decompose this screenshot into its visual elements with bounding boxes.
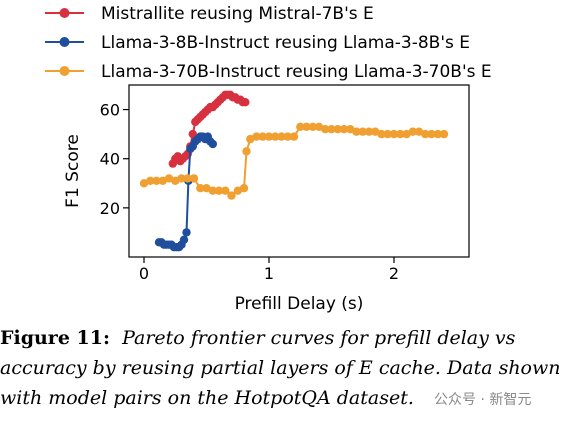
series-3-point	[208, 186, 217, 195]
caption-label: Figure 11:	[0, 327, 110, 349]
y-tick-label: 20	[100, 199, 120, 218]
series-3-point	[402, 129, 411, 139]
y-axis-label: F1 Score	[63, 134, 83, 208]
series-2-point	[208, 139, 217, 149]
series-3-point	[314, 122, 324, 131]
x-axis-label: Prefill Delay (s)	[235, 294, 364, 314]
series-3-point	[308, 122, 317, 131]
series-3-point	[152, 176, 161, 185]
legend: Mistrallite reusing Mistral-7B's E Llama-…	[45, 4, 492, 82]
series-3-point	[327, 125, 336, 134]
series-3-point	[296, 122, 305, 131]
series-3-point	[242, 147, 251, 156]
legend-marker	[59, 66, 70, 76]
series-3-point	[358, 127, 367, 136]
series-3-point	[139, 179, 149, 188]
legend-marker	[59, 8, 70, 18]
series-3-point	[289, 132, 299, 141]
series-3-point	[439, 129, 449, 139]
series-3-point	[196, 184, 205, 193]
caption-line-1: Pareto frontier curves for prefill delay…	[122, 327, 516, 349]
series-3-point	[408, 127, 417, 136]
y-tick-label: 60	[100, 101, 120, 120]
series-2-point	[179, 235, 189, 244]
series-3-point	[414, 127, 424, 136]
series-3-point	[146, 176, 155, 185]
series-3-point	[227, 191, 236, 200]
series-2-point	[182, 228, 191, 237]
series-3-point	[377, 129, 386, 139]
series-3-point	[321, 125, 330, 134]
series-3-point	[396, 129, 405, 139]
caption-line-2: accuracy by reusing partial layers of E …	[0, 357, 561, 379]
legend-label: Llama-3-70B-Instruct reusing Llama-3-70B…	[101, 62, 492, 82]
series-1	[168, 90, 250, 168]
series-3-point	[421, 129, 430, 139]
series-1-point	[241, 98, 250, 107]
legend-entry-1: Mistrallite reusing Mistral-7B's E	[45, 4, 374, 24]
series-3-point	[277, 132, 286, 141]
x-tick-label: 2	[389, 264, 399, 283]
legend-label: Mistrallite reusing Mistral-7B's E	[101, 4, 374, 24]
legend-entry-3: Llama-3-70B-Instruct reusing Llama-3-70B…	[45, 62, 492, 82]
figure-caption: Figure 11: Pareto frontier curves for pr…	[0, 323, 583, 413]
series-3-point	[177, 174, 186, 183]
series-3-point	[214, 186, 224, 195]
series-3-point	[364, 127, 374, 136]
series-3-point	[389, 129, 399, 139]
chart-figure: Mistrallite reusing Mistral-7B's E Llama-…	[45, 4, 492, 314]
series-3-point	[352, 127, 361, 136]
series-3-point	[383, 129, 392, 139]
legend-marker	[59, 37, 70, 47]
series-3	[139, 122, 449, 200]
watermark: 公众号 · 新智元	[430, 389, 536, 409]
x-tick-label: 1	[264, 264, 274, 283]
series-3-point	[239, 184, 249, 193]
series-3-point	[333, 125, 342, 134]
series-3-point	[264, 132, 274, 141]
axes-frame	[128, 84, 470, 258]
series-3-point	[427, 129, 436, 139]
legend-label: Llama-3-8B-Instruct reusing Llama-3-8B's…	[101, 33, 470, 53]
x-tick-label: 0	[139, 264, 149, 283]
series-3-point	[189, 174, 199, 183]
legend-entry-2: Llama-3-8B-Instruct reusing Llama-3-8B's…	[45, 33, 470, 53]
plot-area: 0 1 2 20 40 60 Prefill Delay (s) F1 Score	[63, 84, 470, 314]
series-3-point	[433, 129, 442, 139]
series-3-point	[271, 132, 280, 141]
series-3-point	[221, 186, 230, 195]
series-3-point	[339, 125, 349, 134]
series-2	[154, 132, 217, 252]
series-3-point	[258, 132, 267, 141]
series-3-point	[183, 174, 192, 183]
series-3-point	[283, 132, 292, 141]
series-3-point	[202, 184, 211, 193]
caption-line-3: with model pairs on the HotpotQA dataset…	[0, 387, 414, 409]
series-3-point	[252, 132, 261, 141]
series-3-point	[164, 174, 174, 183]
y-tick-label: 40	[100, 150, 120, 169]
series-3-point	[302, 122, 311, 131]
